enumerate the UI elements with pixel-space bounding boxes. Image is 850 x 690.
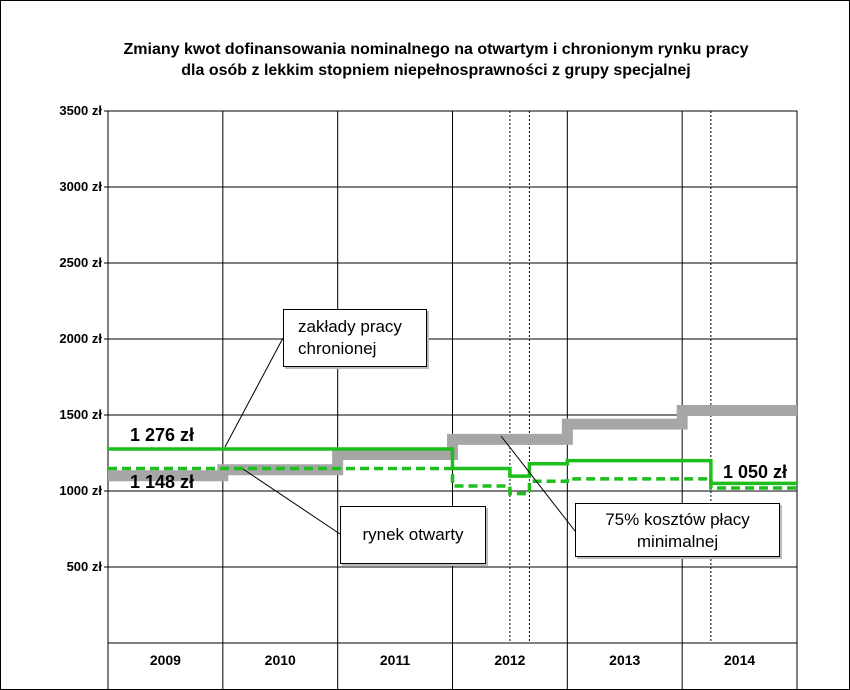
x-tick-label: 2010	[265, 652, 296, 668]
callout-open-label: rynek otwarty	[362, 525, 464, 544]
y-tick-label: 500 zł	[67, 559, 103, 574]
x-tick-label: 2012	[494, 652, 525, 668]
y-tick-label: 1000 zł	[59, 483, 102, 498]
y-tick-label: 2500 zł	[59, 255, 102, 270]
callout-sheltered-line-1: zakłady pracy	[298, 317, 402, 336]
y-tick-label: 3000 zł	[59, 179, 102, 194]
callout-min-wage: 75% kosztów płacy minimalnej	[575, 503, 780, 557]
callout-sheltered: zakłady pracy chronionej	[283, 309, 427, 367]
chart-title-line-1: Zmiany kwot dofinansowania nominalnego n…	[123, 41, 749, 58]
x-tick-label: 2011	[380, 652, 411, 668]
grid	[104, 110, 798, 689]
series-lines	[108, 404, 797, 496]
y-tick-label: 2000 zł	[59, 331, 102, 346]
callout-sheltered-line-2: chronionej	[298, 339, 377, 358]
y-axis-labels: 500 zł 1000 zł 1500 zł 2000 zł 2500 zł 3000 z…	[59, 103, 102, 574]
series-min-wage-line	[108, 404, 797, 482]
leader-open-market	[242, 468, 341, 535]
x-tick-label: 2013	[609, 652, 640, 668]
callout-leaders	[224, 337, 576, 535]
callout-open-market: rynek otwarty	[340, 506, 486, 564]
value-label-2014: 1 050 zł	[723, 462, 787, 482]
x-tick-label: 2014	[724, 652, 755, 668]
value-label-sheltered: 1 276 zł	[130, 425, 194, 445]
chart-title-line-2: dla osób z lekkim stopniem niepełnospraw…	[181, 62, 691, 79]
value-labels: 1 276 zł 1 148 zł 1 050 zł	[130, 425, 787, 492]
callout-min-wage-line-1: 75% kosztów płacy	[605, 510, 750, 529]
chart-title: Zmiany kwot dofinansowania nominalnego n…	[41, 39, 831, 81]
y-tick-label: 1500 zł	[59, 407, 102, 422]
leader-min-wage	[500, 435, 576, 532]
callout-min-wage-line-2: minimalnej	[636, 532, 719, 551]
series-sheltered-line	[108, 447, 797, 486]
value-label-open: 1 148 zł	[130, 472, 194, 492]
x-axis-labels: 2009 2010 2011 2012 2013 2014	[150, 652, 756, 668]
leader-sheltered	[224, 337, 284, 448]
y-tick-label: 3500 zł	[59, 103, 102, 118]
x-tick-label: 2009	[150, 652, 181, 668]
